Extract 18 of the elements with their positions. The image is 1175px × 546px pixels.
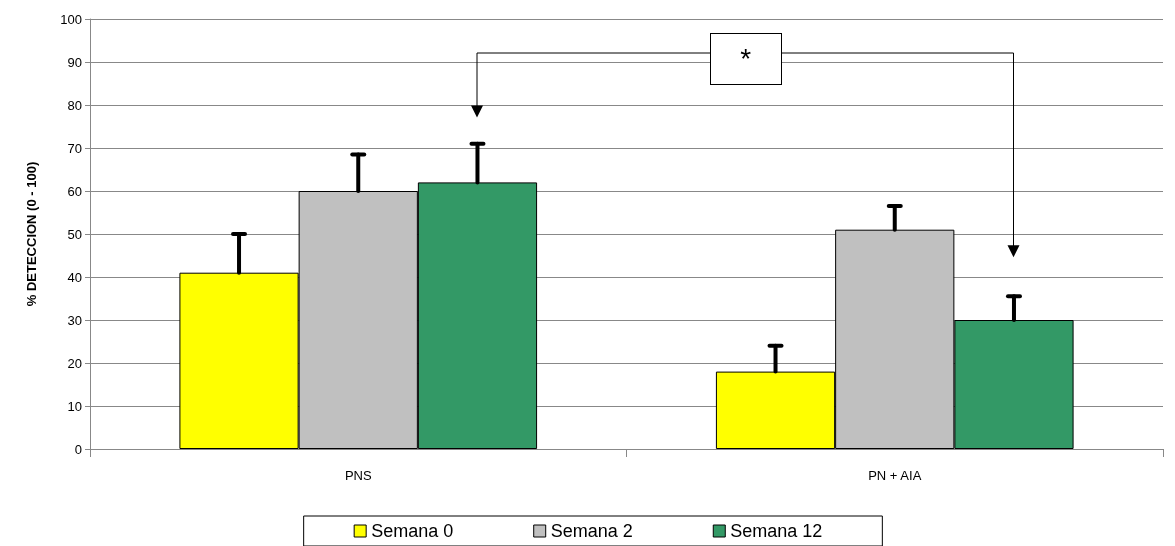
- y-tick-label: 80: [67, 97, 82, 113]
- y-tick-label: 70: [67, 140, 82, 156]
- x-tick-label: PNS: [344, 468, 372, 483]
- legend-label: Semana 12: [730, 521, 823, 541]
- y-tick-label: 30: [67, 312, 82, 328]
- legend-label: Semana 0: [371, 521, 454, 541]
- y-tick-label: 50: [67, 226, 82, 242]
- y-tick-label: 40: [67, 269, 82, 285]
- x-tick-label: PN + AIA: [868, 468, 922, 483]
- annotation: *: [709, 33, 782, 86]
- y-tick-label: 10: [67, 398, 82, 414]
- y-tick-label: 60: [67, 183, 82, 199]
- legend-label: Semana 2: [550, 521, 633, 541]
- y-tick-label: 20: [67, 355, 82, 371]
- y-axis-title: % DETECCION (0 - 100): [24, 161, 39, 307]
- y-tick-label: 0: [74, 441, 82, 457]
- y-tick-label: 100: [60, 11, 82, 27]
- y-tick-label: 90: [67, 54, 82, 70]
